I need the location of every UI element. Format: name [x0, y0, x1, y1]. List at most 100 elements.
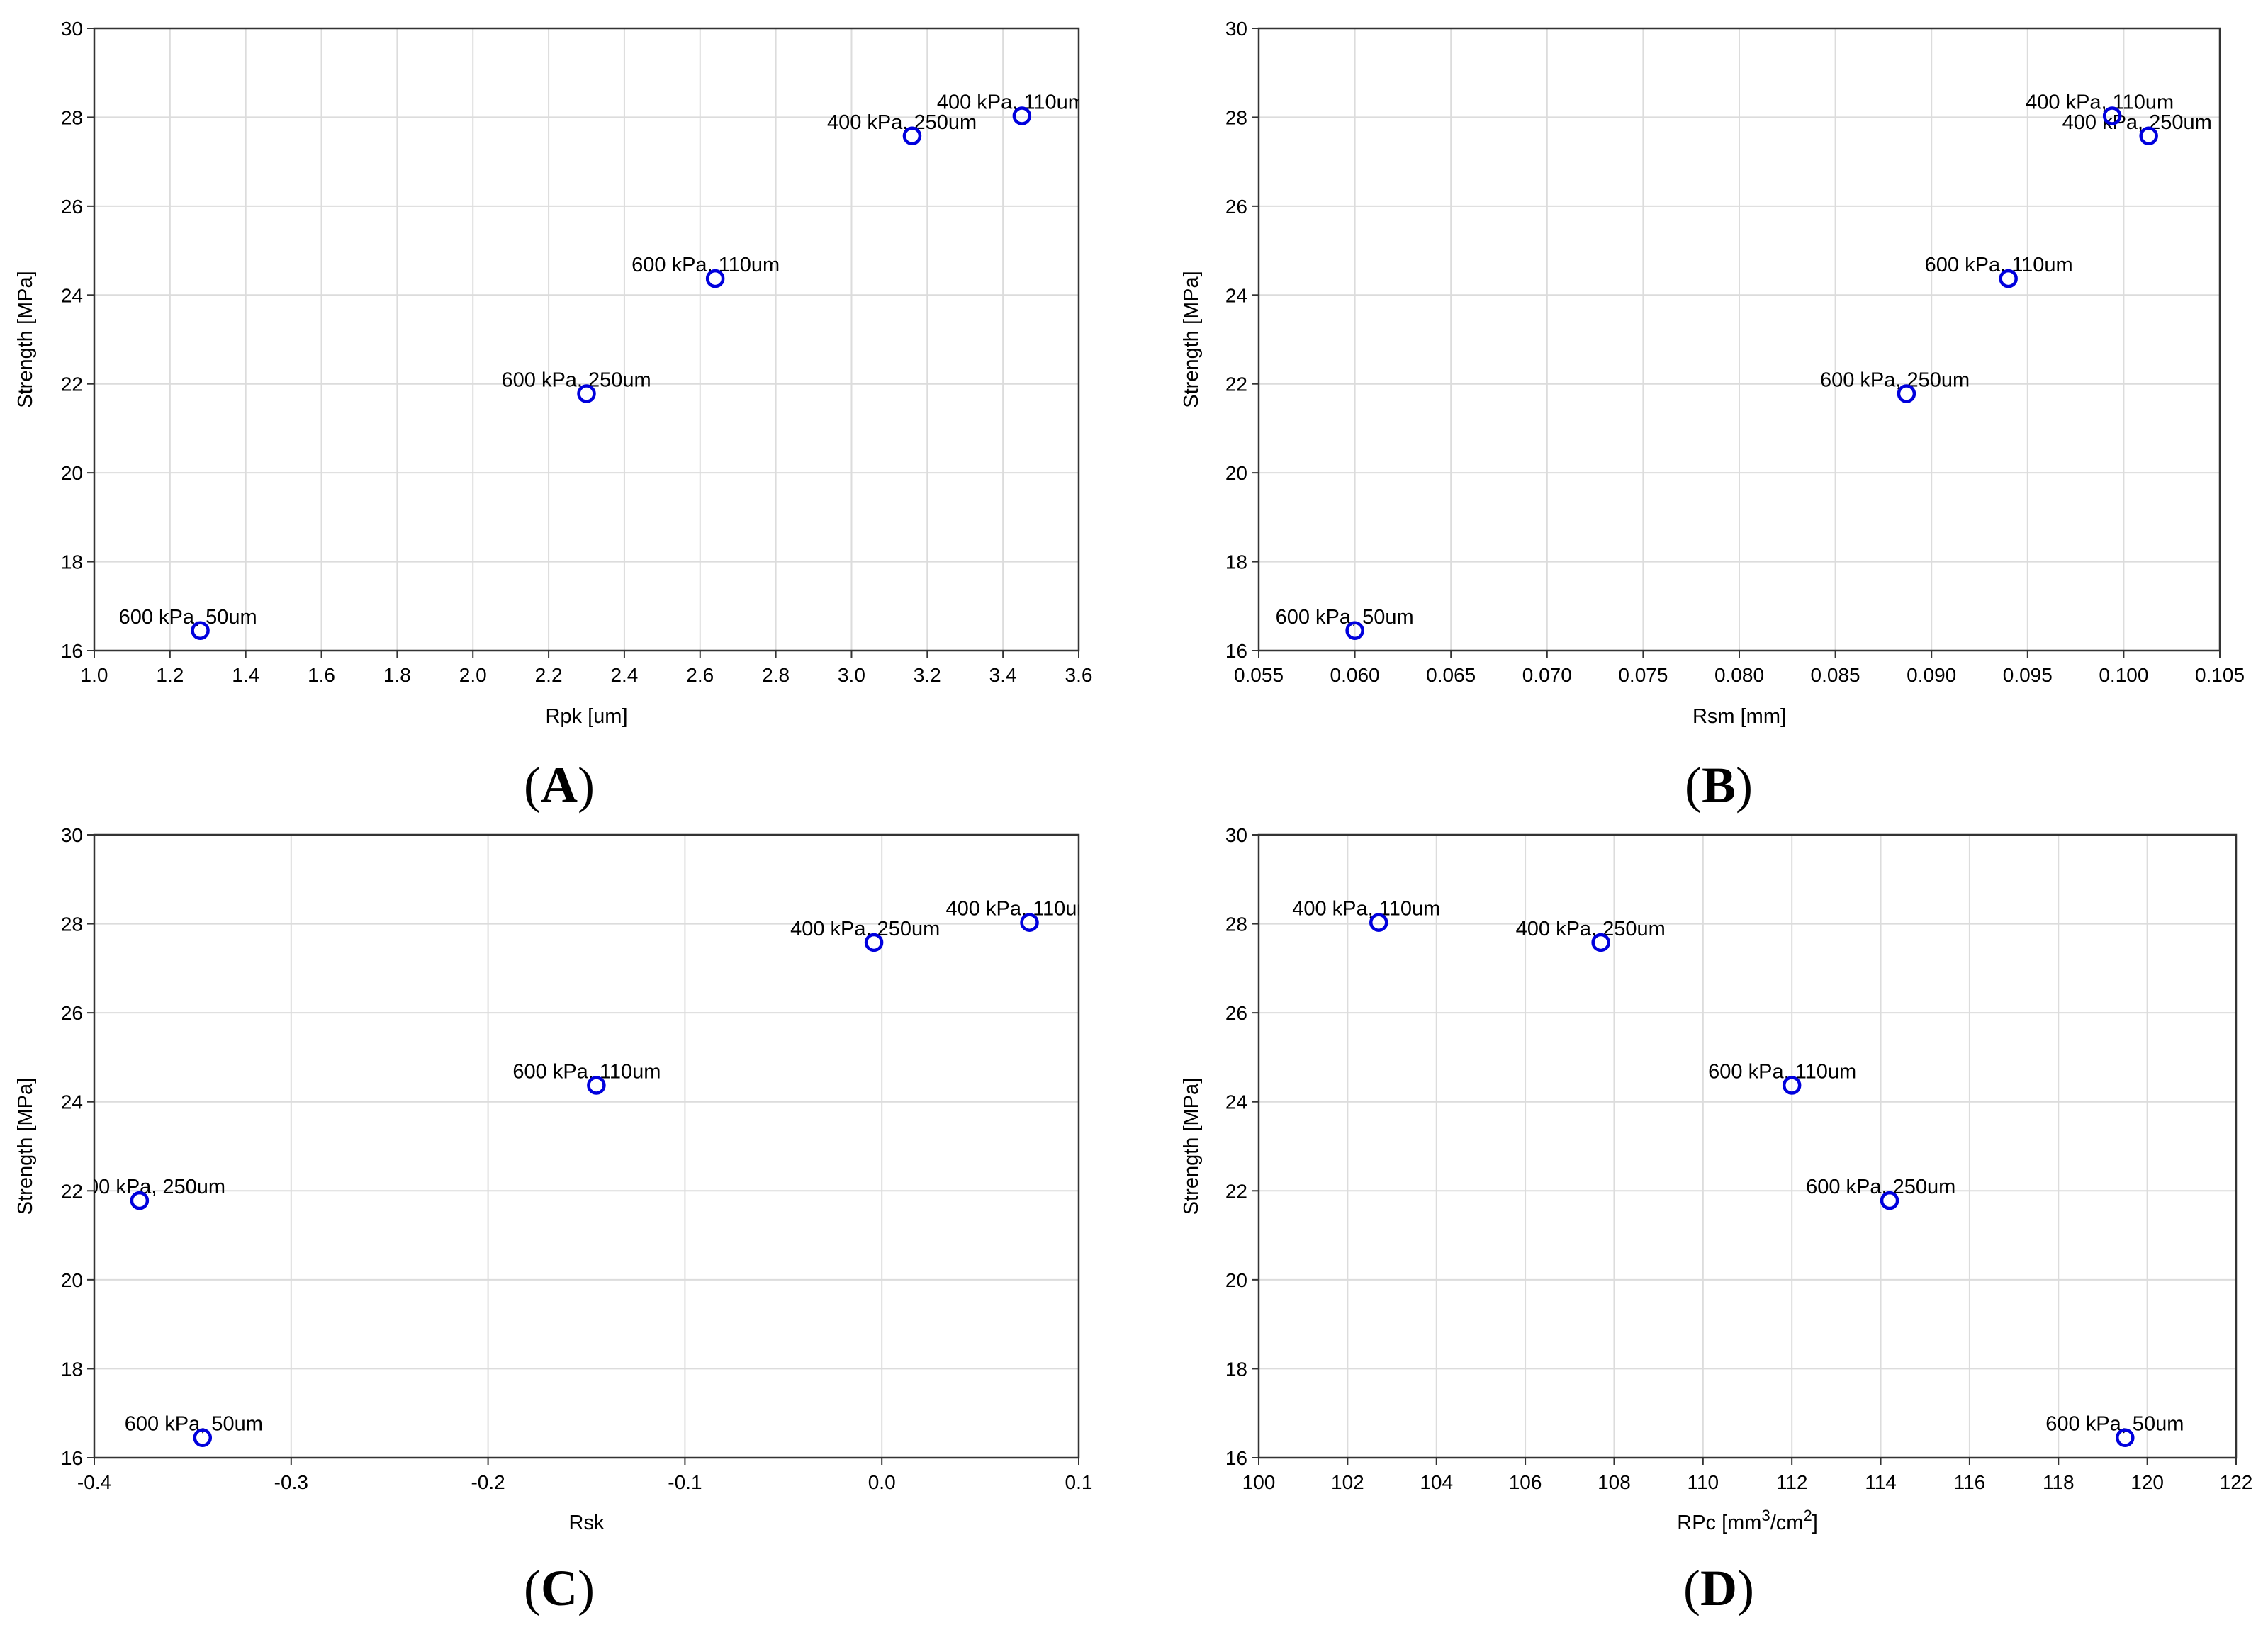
chart-panel-a: 1.0 1.2 1.4 1.6 1.8 2.0 2.2 2.4 2.6 2.8 3.0 3.2 3.4 3… [14, 18, 1092, 814]
point-labels: 600 kPa, 50um 600 kPa, 250um 600 kPa, 110u… [76, 898, 1094, 1436]
x-tick-label: 0.090 [1907, 664, 1956, 686]
data-point [193, 1428, 213, 1447]
y-tick-label: 18 [61, 551, 83, 573]
y-tick-label: 20 [61, 1269, 83, 1291]
data-point-label: 600 kPa, 110um [1708, 1060, 1856, 1083]
x-tick-label: 104 [1420, 1471, 1453, 1493]
data-point-label: 400 kPa, 250um [790, 918, 940, 940]
y-tick-label: 30 [61, 18, 83, 40]
x-axis-label: Rpk [um] [545, 705, 627, 728]
y-tick-label: 30 [1225, 824, 1247, 846]
chart-panel-c: -0.4 -0.3 -0.2 -0.1 0.0 0.1 16 18 20 22 24 26 28 30 Rs… [14, 824, 1094, 1616]
data-point [577, 384, 596, 403]
data-point [587, 1076, 606, 1095]
y-tick-label: 18 [61, 1358, 83, 1380]
data-point-label: 400 kPa, 110um [1292, 898, 1440, 921]
panel-caption-letter: B [1702, 757, 1736, 814]
chart-panel-b: 0.055 0.060 0.065 0.070 0.075 0.080 0.085 0.090… [1180, 18, 2245, 814]
data-point-label: 400 kPa, 110um [946, 898, 1094, 921]
panel-caption-close: ) [1736, 757, 1753, 814]
data-point [902, 126, 922, 146]
x-tick-label: 100 [1242, 1471, 1276, 1493]
x-tick-label: 1.4 [232, 664, 259, 686]
data-point-label: 400 kPa, 250um [2062, 111, 2212, 134]
plot-frame [1257, 833, 2238, 1459]
x-tick-label: 110 [1687, 1471, 1719, 1493]
x-tick-label: 0.105 [2195, 664, 2245, 686]
point-labels: 400 kPa, 110um 400 kPa, 250um 600 kPa, 110… [1292, 898, 2184, 1436]
data-point-label: 600 kPa, 50um [119, 606, 257, 629]
y-tick-label: 18 [1225, 1358, 1247, 1380]
x-axis-label: RPc [mm3/cm2] [1677, 1507, 1818, 1535]
y-tick-label: 16 [61, 640, 83, 662]
data-point-label: 600 kPa, 50um [2045, 1413, 2184, 1436]
y-tick-label: 28 [1225, 913, 1247, 935]
x-tick-label: 3.2 [914, 664, 941, 686]
panel-caption-open: ( [524, 1560, 541, 1616]
x-tick-label: 3.0 [838, 664, 865, 686]
panel-caption-open: ( [1685, 757, 1702, 814]
x-axis-label-part: ] [1812, 1512, 1818, 1534]
x-tick-label: 0.085 [1811, 664, 1860, 686]
data-point [864, 933, 884, 952]
x-tick-label: 2.6 [686, 664, 714, 686]
y-tick-label: 20 [1225, 462, 1247, 484]
x-tick-label: 118 [2043, 1471, 2075, 1493]
x-tick-label: 2.4 [610, 664, 638, 686]
data-point [130, 1191, 150, 1210]
data-point [705, 269, 725, 288]
data-point [2116, 1428, 2135, 1447]
y-tick-label: 28 [1225, 106, 1247, 128]
x-tick-label: 0.075 [1618, 664, 1668, 686]
x-tick-label: 0.080 [1714, 664, 1764, 686]
panel-caption: (A) [524, 757, 595, 814]
y-tick-label: 20 [61, 462, 83, 484]
data-point-label: 600 kPa, 50um [1276, 606, 1414, 629]
panel-caption-letter: C [541, 1560, 578, 1616]
x-tick-label: 0.095 [2003, 664, 2053, 686]
data-point-label: 600 kPa, 250um [76, 1176, 225, 1198]
panel-caption-close: ) [1737, 1560, 1754, 1616]
data-point [1591, 933, 1610, 952]
plot-frame [93, 833, 1080, 1459]
data-point-label: 400 kPa, 250um [1516, 918, 1666, 940]
data-point-label: 400 kPa, 110um [937, 91, 1085, 114]
x-tick-label: 114 [1865, 1471, 1897, 1493]
x-tick-label: 0.070 [1522, 664, 1572, 686]
y-tick-label: 16 [1225, 640, 1247, 662]
x-axis-label: Rsk [569, 1512, 605, 1534]
x-tick-label: 0.060 [1330, 664, 1380, 686]
y-axis-label: Strength [MPa] [1180, 1078, 1203, 1215]
x-tick-label: 3.4 [989, 664, 1017, 686]
y-tick-label: 28 [61, 106, 83, 128]
x-tick-label: 102 [1331, 1471, 1364, 1493]
x-tick-label: 0.100 [2099, 664, 2148, 686]
data-point [191, 621, 210, 641]
y-tick-label: 20 [1225, 1269, 1247, 1291]
y-tick-label: 22 [1225, 373, 1247, 395]
data-point [1999, 269, 2018, 288]
data-point-label: 600 kPa, 110um [631, 254, 780, 276]
data-point [1345, 621, 1364, 641]
x-tick-label: 1.6 [308, 664, 335, 686]
x-tick-label: -0.2 [471, 1471, 505, 1493]
x-tick-label: 2.2 [535, 664, 563, 686]
chart-panel-d: 100 102 104 106 108 110 112 114 116 118 120 122 16 18… [1180, 824, 2252, 1616]
x-axis-label-part: /cm [1770, 1512, 1804, 1534]
x-tick-label: 0.055 [1234, 664, 1284, 686]
data-point [2102, 106, 2122, 125]
y-tick-label: 26 [1225, 196, 1247, 218]
panel-caption-open: ( [1683, 1560, 1700, 1616]
x-axis-label-superscript: 2 [1803, 1507, 1812, 1524]
x-tick-label: 3.6 [1065, 664, 1093, 686]
data-point-label: 600 kPa, 250um [1820, 369, 1970, 392]
data-point [1897, 384, 1916, 403]
x-tick-label: -0.4 [77, 1471, 111, 1493]
x-tick-label: 2.8 [762, 664, 790, 686]
point-labels: 600 kPa, 50um 600 kPa, 250um 600 kPa, 110u… [1276, 91, 2212, 629]
data-point-label: 400 kPa, 110um [2026, 91, 2174, 114]
x-tick-label: 1.2 [156, 664, 184, 686]
data-point-label: 600 kPa, 50um [125, 1413, 263, 1436]
